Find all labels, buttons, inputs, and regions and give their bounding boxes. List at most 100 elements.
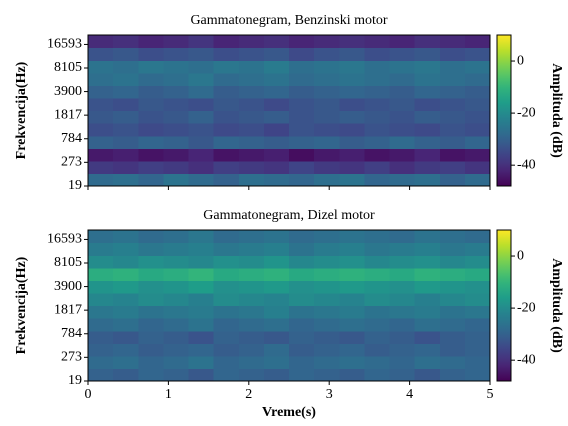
heatmap-cell [389,35,416,49]
heatmap-cell [389,368,416,382]
heatmap-cell [138,267,164,281]
heatmap-cell [439,72,466,86]
colorbar-tick-label: -40 [517,352,536,367]
heatmap-cell [263,330,290,344]
heatmap-cell [188,97,215,112]
heatmap-cell [289,343,315,357]
heatmap-cell [439,330,466,344]
heatmap-cell [464,72,491,86]
heatmap-cell [163,72,190,86]
heatmap-cell [414,318,441,332]
heatmap-cell [314,60,340,74]
heatmap-cell [339,242,365,256]
heatmap-cell [213,160,240,175]
heatmap-cell [163,173,190,187]
heatmap-cell [188,72,215,86]
heatmap-cell [389,135,416,149]
heatmap-cell [238,47,265,61]
colorbar-label: Amplituda (dB) [549,258,564,353]
heatmap-cell [464,305,491,319]
heatmap-cell [188,343,215,357]
heatmap-cell [289,280,315,294]
heatmap-cell [88,72,114,86]
heatmap-cell [314,72,340,86]
colorbar [496,34,512,187]
heatmap-cell [163,368,190,382]
y-tick-label: 16593 [47,232,82,247]
heatmap-cell [113,85,139,99]
heatmap-cell [88,355,114,370]
heatmap-cell [364,230,391,244]
heatmap-cell [213,305,240,319]
heatmap-cell [389,97,416,112]
heatmap-cell [88,160,114,175]
heatmap-cell [439,368,466,382]
heatmap-cell [339,318,365,332]
heatmap-cell [339,35,365,49]
heatmap-cell [188,173,215,187]
heatmap-cell [389,85,416,99]
heatmap-cell [414,343,441,357]
heatmap-cell [364,318,391,332]
heatmap-cell [464,255,491,269]
heatmap-cell [138,72,164,86]
x-tick-label: 4 [406,387,413,402]
heatmap-cell [88,343,114,357]
heatmap-cell [339,123,365,137]
heatmap-cell [339,47,365,61]
heatmap-cell [439,97,466,112]
heatmap-cell [113,35,139,49]
heatmap-cell [339,255,365,269]
plot-frame [87,34,491,187]
heatmap-cell [364,173,391,187]
heatmap-cell [314,305,340,319]
heatmap-cell [113,173,139,187]
heatmap-cell [389,280,416,294]
heatmap-cell [289,330,315,344]
heatmap-cell [314,148,340,162]
heatmap-cell [163,123,190,137]
heatmap-cell [163,230,190,244]
heatmap-cell [339,110,365,124]
heatmap-cell [238,123,265,137]
heatmap-cell [113,148,139,162]
heatmap-cell [138,343,164,357]
panel: Gammatonegram, Benzinski motor 19 273 784 18… [14,13,564,193]
heatmap-cell [213,97,240,112]
x-axis-label: Vreme(s) [262,405,316,420]
heatmap-cell [263,173,290,187]
heatmap-cell [188,368,215,382]
heatmap-cell [138,330,164,344]
colorbar [496,229,512,382]
heatmap-cell [188,230,215,244]
heatmap-cell [213,355,240,370]
heatmap-cell [138,148,164,162]
heatmap-cell [163,160,190,175]
heatmap-cell [414,292,441,307]
heatmap-cell [464,242,491,256]
heatmap-cell [238,35,265,49]
heatmap-cell [88,230,114,244]
heatmap-cell [213,267,240,281]
heatmap-cell [389,305,416,319]
heatmap-cell [188,292,215,307]
heatmap-cell [464,35,491,49]
heatmap-cell [163,292,190,307]
heatmap-cell [213,292,240,307]
heatmap-cell [314,267,340,281]
heatmap-cell [263,267,290,281]
colorbar-tick-label: -40 [517,157,536,172]
heatmap-cell [263,280,290,294]
heatmap-cell [339,173,365,187]
y-tick-label: 784 [61,131,82,146]
heatmap-cell [364,110,391,124]
heatmap-cell [88,35,114,49]
y-tick-label: 19 [68,373,82,388]
heatmap-cell [464,148,491,162]
heatmap-cell [339,305,365,319]
heatmap-cell [113,47,139,61]
heatmap-cell [238,267,265,281]
heatmap-cell [364,267,391,281]
heatmap-cell [163,318,190,332]
heatmap-cell [88,267,114,281]
